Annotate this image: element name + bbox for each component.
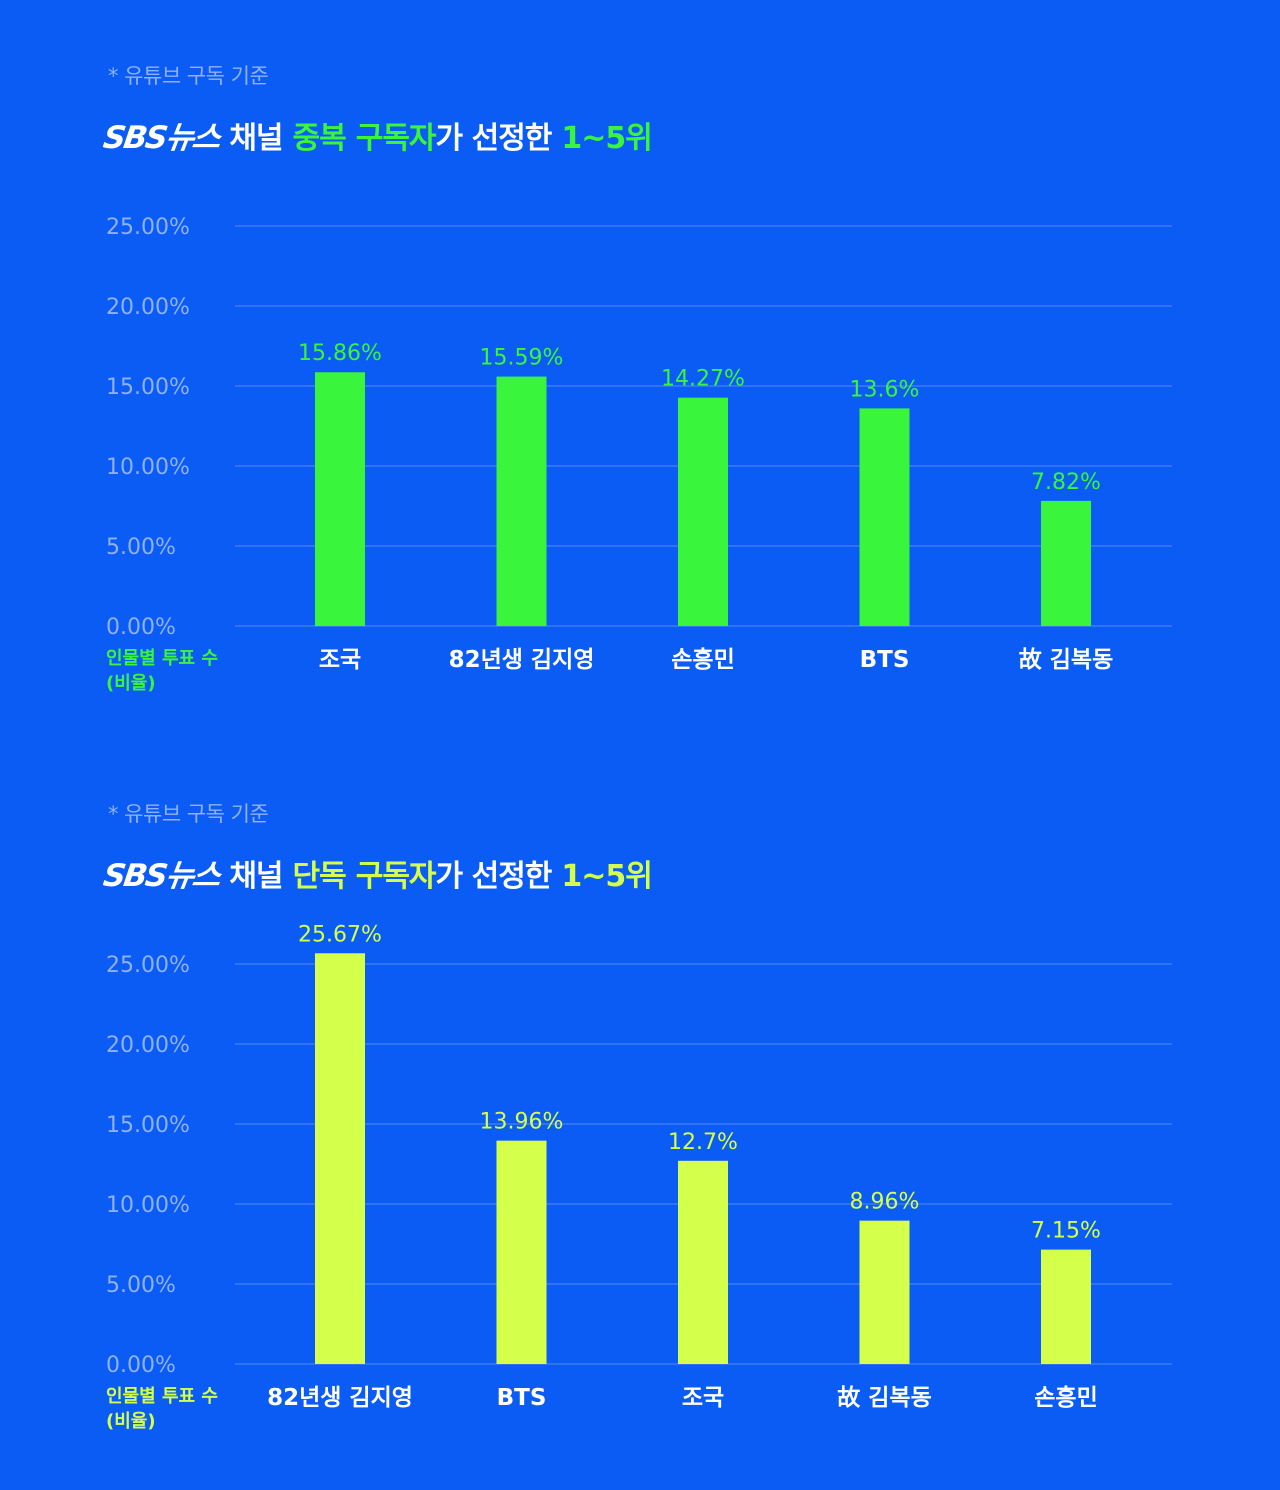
title-part: 1~5위 (561, 858, 652, 894)
title-part: 중복 (292, 120, 347, 156)
category-label: 故 김복동 (1019, 647, 1114, 673)
y-tick-label: 10.00% (106, 455, 190, 480)
bar-value-label: 14.27% (661, 367, 745, 392)
bar-chart-exclusive: 0.00% 5.00% 10.00% 15.00% 20.00% 25.00% 25.67%… (106, 922, 1172, 1411)
bar-value-label: 25.67% (298, 922, 382, 947)
bar-value-label: 7.82% (1031, 470, 1101, 495)
bar (315, 372, 365, 626)
category-label: 故 김복동 (837, 1385, 932, 1411)
title-part: 구독자 (355, 120, 437, 156)
title-part: 채널 (229, 120, 283, 156)
title-part: 단독 (292, 858, 347, 894)
bar-value-label: 13.96% (480, 1110, 564, 1135)
category-label: 손흥민 (1034, 1385, 1097, 1411)
y-tick-label: 25.00% (106, 953, 190, 978)
y-tick-label: 25.00% (106, 215, 190, 240)
y-axis-label: 인물별 투표 수 (비율) (106, 648, 218, 694)
bar (1041, 1249, 1091, 1364)
sbs-news-logo: SBS뉴스 (100, 858, 222, 894)
sbs-news-logo: SBS뉴스 (100, 120, 222, 156)
category-label: 조국 (319, 647, 361, 673)
title-part: 가 선정한 (435, 120, 553, 156)
y-tick-label: 20.00% (106, 295, 190, 320)
chart-panel-exclusive: * 유튜브 구독 기준 SBS뉴스 채널 단독 구독자 가 선정한 1~5위 0.00% 5… (0, 738, 1280, 1483)
y-tick-label: 15.00% (106, 1113, 190, 1138)
bar (496, 376, 547, 626)
bar-value-label: 12.7% (668, 1130, 738, 1155)
bar-chart-overlap: 0.00% 5.00% 10.00% 15.00% 20.00% 25.00% 15.86%… (106, 215, 1172, 673)
bar-value-label: 15.86% (298, 341, 382, 366)
bar (1041, 500, 1091, 626)
category-label: BTS (497, 1385, 547, 1411)
bar-value-label: 7.15% (1031, 1219, 1101, 1244)
category-label: 82년생 김지영 (267, 1385, 413, 1411)
chart-title: SBS뉴스 채널 단독 구독자 가 선정한 1~5위 (100, 850, 662, 895)
bar (678, 397, 728, 626)
bar (496, 1140, 547, 1364)
bar (859, 408, 910, 626)
chart-note: * 유튜브 구독 기준 (108, 802, 269, 826)
chart-panel-overlap: * 유튜브 구독 기준 SBS뉴스 채널 중복 구독자 가 선정한 1~5위 0.00% 5… (100, 64, 1172, 694)
bar-value-label: 15.59% (480, 346, 564, 371)
bar (315, 953, 365, 1364)
category-label: 손흥민 (671, 647, 734, 673)
category-label: 조국 (682, 1385, 724, 1411)
title-part: 1~5위 (561, 120, 652, 156)
y-tick-label: 0.00% (106, 1353, 176, 1378)
chart-title: SBS뉴스 채널 중복 구독자 가 선정한 1~5위 (100, 112, 662, 157)
chart-note: * 유튜브 구독 기준 (108, 64, 269, 88)
y-tick-label: 0.00% (106, 615, 176, 640)
y-tick-label: 10.00% (106, 1193, 190, 1218)
bar-value-label: 8.96% (850, 1190, 920, 1215)
title-part: 구독자 (355, 858, 437, 894)
y-tick-label: 20.00% (106, 1033, 190, 1058)
y-tick-label: 15.00% (106, 375, 190, 400)
y-tick-label: 5.00% (106, 1273, 176, 1298)
title-part: 가 선정한 (435, 858, 553, 894)
y-tick-label: 5.00% (106, 535, 176, 560)
y-axis-label: 인물별 투표 수 (비율) (106, 1386, 218, 1432)
bar (678, 1160, 728, 1364)
category-label: BTS (860, 647, 910, 673)
title-part: 채널 (229, 858, 283, 894)
bar (859, 1220, 910, 1364)
category-label: 82년생 김지영 (449, 647, 595, 673)
bar-value-label: 13.6% (850, 377, 920, 402)
